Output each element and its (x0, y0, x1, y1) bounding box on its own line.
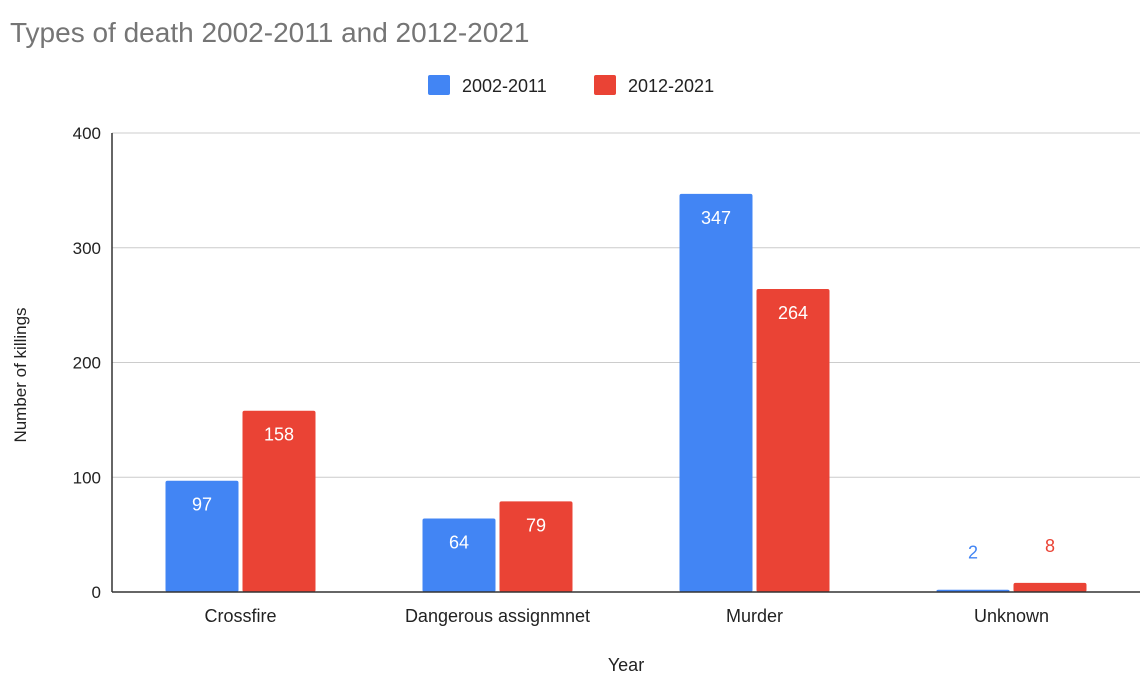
x-tick-label: Murder (726, 606, 783, 626)
x-axis-title: Year (608, 655, 644, 675)
legend-swatch (594, 75, 616, 95)
x-axis-ticks: Crossfire Dangerous assignmnet Murder Unkno… (204, 606, 1049, 626)
y-axis-title: Number of killings (11, 307, 30, 442)
bar (756, 289, 830, 592)
bar (422, 518, 496, 592)
legend: 2002-2011 2012-2021 (428, 75, 714, 96)
y-tick-label: 0 (92, 583, 101, 602)
legend-swatch (428, 75, 450, 95)
legend-label: 2012-2021 (628, 76, 714, 96)
bar-value-label: 2 (968, 543, 978, 563)
bar (165, 480, 239, 592)
y-tick-label: 300 (73, 239, 101, 258)
bar (499, 501, 573, 592)
legend-label: 2002-2011 (462, 76, 547, 96)
x-tick-label: Crossfire (204, 606, 276, 626)
bar-value-labels: 97 158 64 79 347 264 2 8 (192, 208, 1055, 563)
y-tick-label: 400 (73, 124, 101, 143)
bar-value-label: 158 (264, 425, 294, 445)
y-tick-label: 200 (73, 354, 101, 373)
bar (679, 193, 753, 592)
x-tick-label: Unknown (974, 606, 1049, 626)
bar-value-label: 64 (449, 533, 469, 553)
bar-value-label: 264 (778, 303, 808, 323)
bar-value-label: 347 (701, 208, 731, 228)
gridlines (112, 132, 1140, 478)
chart-title: Types of death 2002-2011 and 2012-2021 (10, 17, 529, 48)
x-tick-label: Dangerous assignmnet (405, 606, 590, 626)
y-tick-label: 100 (73, 468, 101, 487)
bar-value-label: 8 (1045, 536, 1055, 556)
bar (1013, 582, 1087, 592)
bars (165, 193, 1087, 592)
bar (242, 410, 316, 592)
y-axis-ticks: 0 100 200 300 400 (73, 124, 101, 602)
bar-value-label: 79 (526, 515, 546, 535)
bar-value-label: 97 (192, 495, 212, 515)
